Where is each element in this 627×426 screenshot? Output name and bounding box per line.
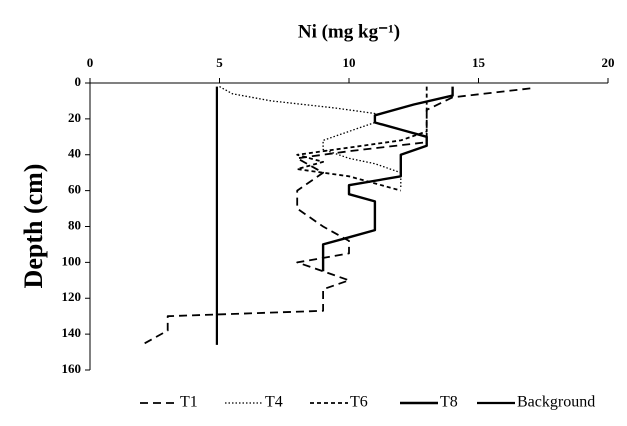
y-tick-label: 0	[75, 74, 82, 89]
legend-label: T4	[265, 394, 283, 411]
y-tick-label: 80	[68, 217, 81, 232]
series-line	[321, 86, 454, 272]
y-tick-label: 20	[68, 110, 81, 125]
x-tick-label: 15	[472, 55, 486, 70]
y-tick-label: 100	[62, 253, 82, 268]
y-tick-label: 160	[62, 361, 82, 376]
y-tick-label: 140	[62, 325, 82, 340]
x-tick-label: 20	[602, 55, 615, 70]
legend-label: Background	[517, 394, 595, 411]
y-axis-label: Depth (cm)	[19, 164, 48, 289]
x-tick-label: 0	[87, 55, 94, 70]
legend-label: T6	[350, 394, 368, 411]
chart-title: Ni (mg kg⁻¹)	[298, 21, 400, 42]
y-tick-label: 60	[68, 182, 81, 197]
legend-label: T8	[440, 394, 458, 411]
series-line	[141, 87, 531, 346]
legend-label: T1	[180, 394, 198, 411]
series-line	[219, 86, 402, 187]
x-tick-label: 10	[343, 55, 356, 70]
y-tick-label: 40	[68, 146, 81, 161]
x-tick-label: 5	[216, 55, 223, 70]
y-tick-label: 120	[62, 289, 82, 304]
series-line	[296, 86, 428, 192]
